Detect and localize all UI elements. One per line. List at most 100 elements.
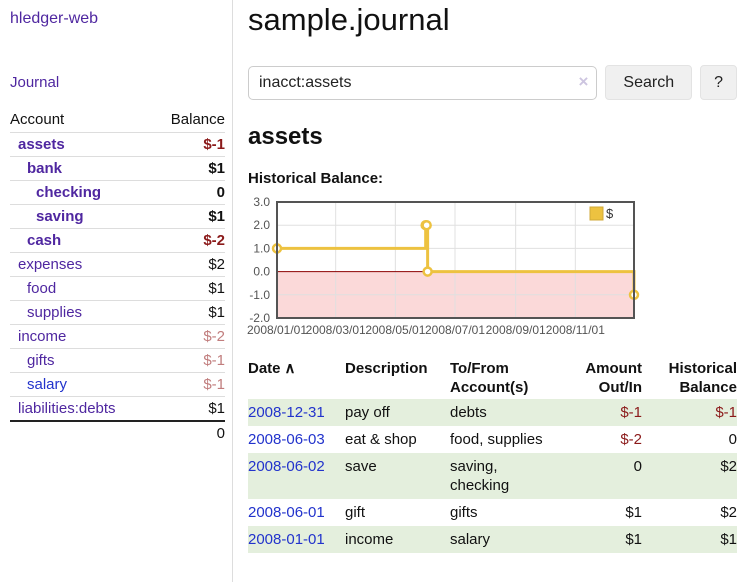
accounts-total-row: 0: [10, 419, 225, 445]
transaction-row: 2008-06-01 gift gifts $1 $2: [248, 499, 737, 526]
transaction-amount: $-1: [620, 404, 642, 421]
chart-title: Historical Balance:: [248, 170, 384, 187]
data-point-marker: [422, 266, 433, 277]
sidebar: hledger-web Journal Account Balance asse…: [0, 0, 233, 582]
y-axis-tick-label: -1.0: [249, 288, 270, 302]
help-button[interactable]: ?: [700, 65, 737, 100]
account-link[interactable]: food: [27, 279, 57, 297]
search-input[interactable]: [248, 65, 598, 100]
transaction-balance: 0: [728, 431, 737, 448]
sidebar-account-row: income $-2: [10, 323, 225, 348]
sidebar-account-row: saving $1: [10, 203, 225, 228]
account-link[interactable]: cash: [27, 231, 62, 249]
x-axis-tick-label: 2008/07/01: [425, 323, 485, 337]
y-axis-tick-label: 3.0: [253, 195, 270, 209]
column-header-text: Date: [248, 360, 281, 377]
account-balance: $1: [152, 299, 225, 324]
column-header-text: Amount: [585, 360, 642, 377]
account-link[interactable]: checking: [36, 183, 102, 201]
transaction-accounts: food, supplies: [450, 431, 543, 448]
transaction-description: pay off: [345, 404, 390, 421]
transaction-accounts: salary: [450, 531, 491, 548]
y-axis-tick-label: 1.0: [253, 241, 270, 255]
account-balance: $1: [152, 155, 225, 180]
transaction-description: income: [345, 531, 394, 548]
account-link[interactable]: salary: [27, 375, 68, 393]
account-link[interactable]: liabilities:debts: [18, 399, 116, 417]
plot-border: [276, 201, 635, 319]
account-balance: $-1: [152, 347, 225, 372]
accounts-header-account: Account: [10, 111, 65, 129]
y-axis-tick-label: -2.0: [249, 311, 270, 325]
sidebar-account-row: supplies $1: [10, 299, 225, 324]
sidebar-account-row: salary $-1: [10, 371, 225, 396]
account-heading: assets: [248, 123, 323, 150]
account-balance: $-1: [152, 371, 225, 396]
accounts-header-row: Account Balance: [10, 108, 225, 132]
app-title-link[interactable]: hledger-web: [10, 10, 99, 27]
x-axis-tick-label: 2008/03/01: [306, 323, 366, 337]
page-title: sample.journal: [248, 2, 450, 37]
column-header-text: Account(s): [450, 379, 529, 396]
legend-label: $: [606, 206, 614, 221]
sidebar-account-row: gifts $-1: [10, 347, 225, 372]
transaction-description: eat & shop: [345, 431, 417, 448]
account-link[interactable]: assets: [18, 135, 65, 153]
account-link[interactable]: supplies: [27, 303, 83, 321]
sidebar-account-row: food $1: [10, 275, 225, 300]
accounts-table: Account Balance assets $-1 bank $1 checking 0…: [10, 108, 225, 445]
transaction-row: 2008-06-02 save saving, checking 0 $2: [248, 453, 737, 499]
balance-chart: $3.0 2.0 1.0 0.0 -1.0 -2.0 2008/01/01 2008/03/0…: [247, 195, 737, 344]
transaction-amount: 0: [633, 458, 642, 475]
column-header-date: Date ∧: [248, 357, 345, 399]
transaction-accounts: gifts: [450, 504, 478, 521]
account-link[interactable]: expenses: [18, 255, 83, 273]
column-header-description: Description: [345, 357, 450, 399]
main-content: sample.journal × Search ? assets Histori…: [234, 0, 742, 582]
column-header-balance: Historical Balance: [642, 357, 737, 399]
column-header-text: Out/In: [598, 379, 642, 396]
account-balance: $1: [152, 395, 225, 421]
search-form: × Search ?: [248, 65, 737, 100]
transaction-accounts: debts: [450, 404, 487, 421]
sidebar-account-row: checking 0: [10, 179, 225, 204]
transaction-row: 2008-12-31 pay off debts $-1 $-1: [248, 399, 737, 426]
transaction-date-link[interactable]: 2008-06-02: [248, 458, 325, 475]
x-axis-tick-label: 2008/05/01: [365, 323, 425, 337]
data-point-marker: [421, 219, 432, 231]
column-header-amount: Amount Out/In: [565, 357, 642, 399]
nav-journal-link[interactable]: Journal: [10, 74, 60, 91]
y-axis-tick-label: 2.0: [253, 218, 270, 232]
accounts-header-balance: Balance: [170, 111, 225, 129]
accounts-total-spacer: [10, 419, 153, 445]
account-balance: $-2: [152, 227, 225, 252]
search-button[interactable]: Search: [605, 65, 693, 100]
transactions-table: Date ∧ Description To/From Account(s) Amount O…: [248, 357, 737, 553]
account-link[interactable]: income: [18, 327, 67, 345]
account-balance: $-1: [152, 131, 225, 156]
sidebar-account-row: assets $-1: [10, 131, 225, 156]
transaction-date-link[interactable]: 2008-01-01: [248, 531, 325, 548]
account-link[interactable]: gifts: [27, 351, 55, 369]
sidebar-account-row: cash $-2: [10, 227, 225, 252]
column-header-text: To/From: [450, 360, 509, 377]
transaction-date-link[interactable]: 2008-06-01: [248, 504, 325, 521]
transaction-amount: $1: [625, 504, 642, 521]
account-balance: $1: [152, 203, 225, 228]
x-axis-tick-label: 2008/11/01: [546, 323, 605, 337]
account-balance: 0: [152, 179, 225, 204]
account-link[interactable]: bank: [27, 159, 63, 177]
transactions-header-row: Date ∧ Description To/From Account(s) Amount O…: [248, 357, 737, 399]
accounts-total: 0: [152, 419, 225, 445]
transaction-date-link[interactable]: 2008-12-31: [248, 404, 325, 421]
account-balance: $2: [152, 251, 225, 276]
transaction-balance: $-1: [715, 404, 737, 421]
transaction-date-link[interactable]: 2008-06-03: [248, 431, 325, 448]
sidebar-account-row: bank $1: [10, 155, 225, 180]
sort-ascending-icon: ∧: [284, 360, 296, 377]
clear-search-icon[interactable]: ×: [578, 71, 589, 91]
transaction-amount: $1: [625, 531, 642, 548]
transaction-balance: $1: [720, 531, 737, 548]
account-balance: $-2: [152, 323, 225, 348]
account-link[interactable]: saving: [36, 207, 84, 225]
